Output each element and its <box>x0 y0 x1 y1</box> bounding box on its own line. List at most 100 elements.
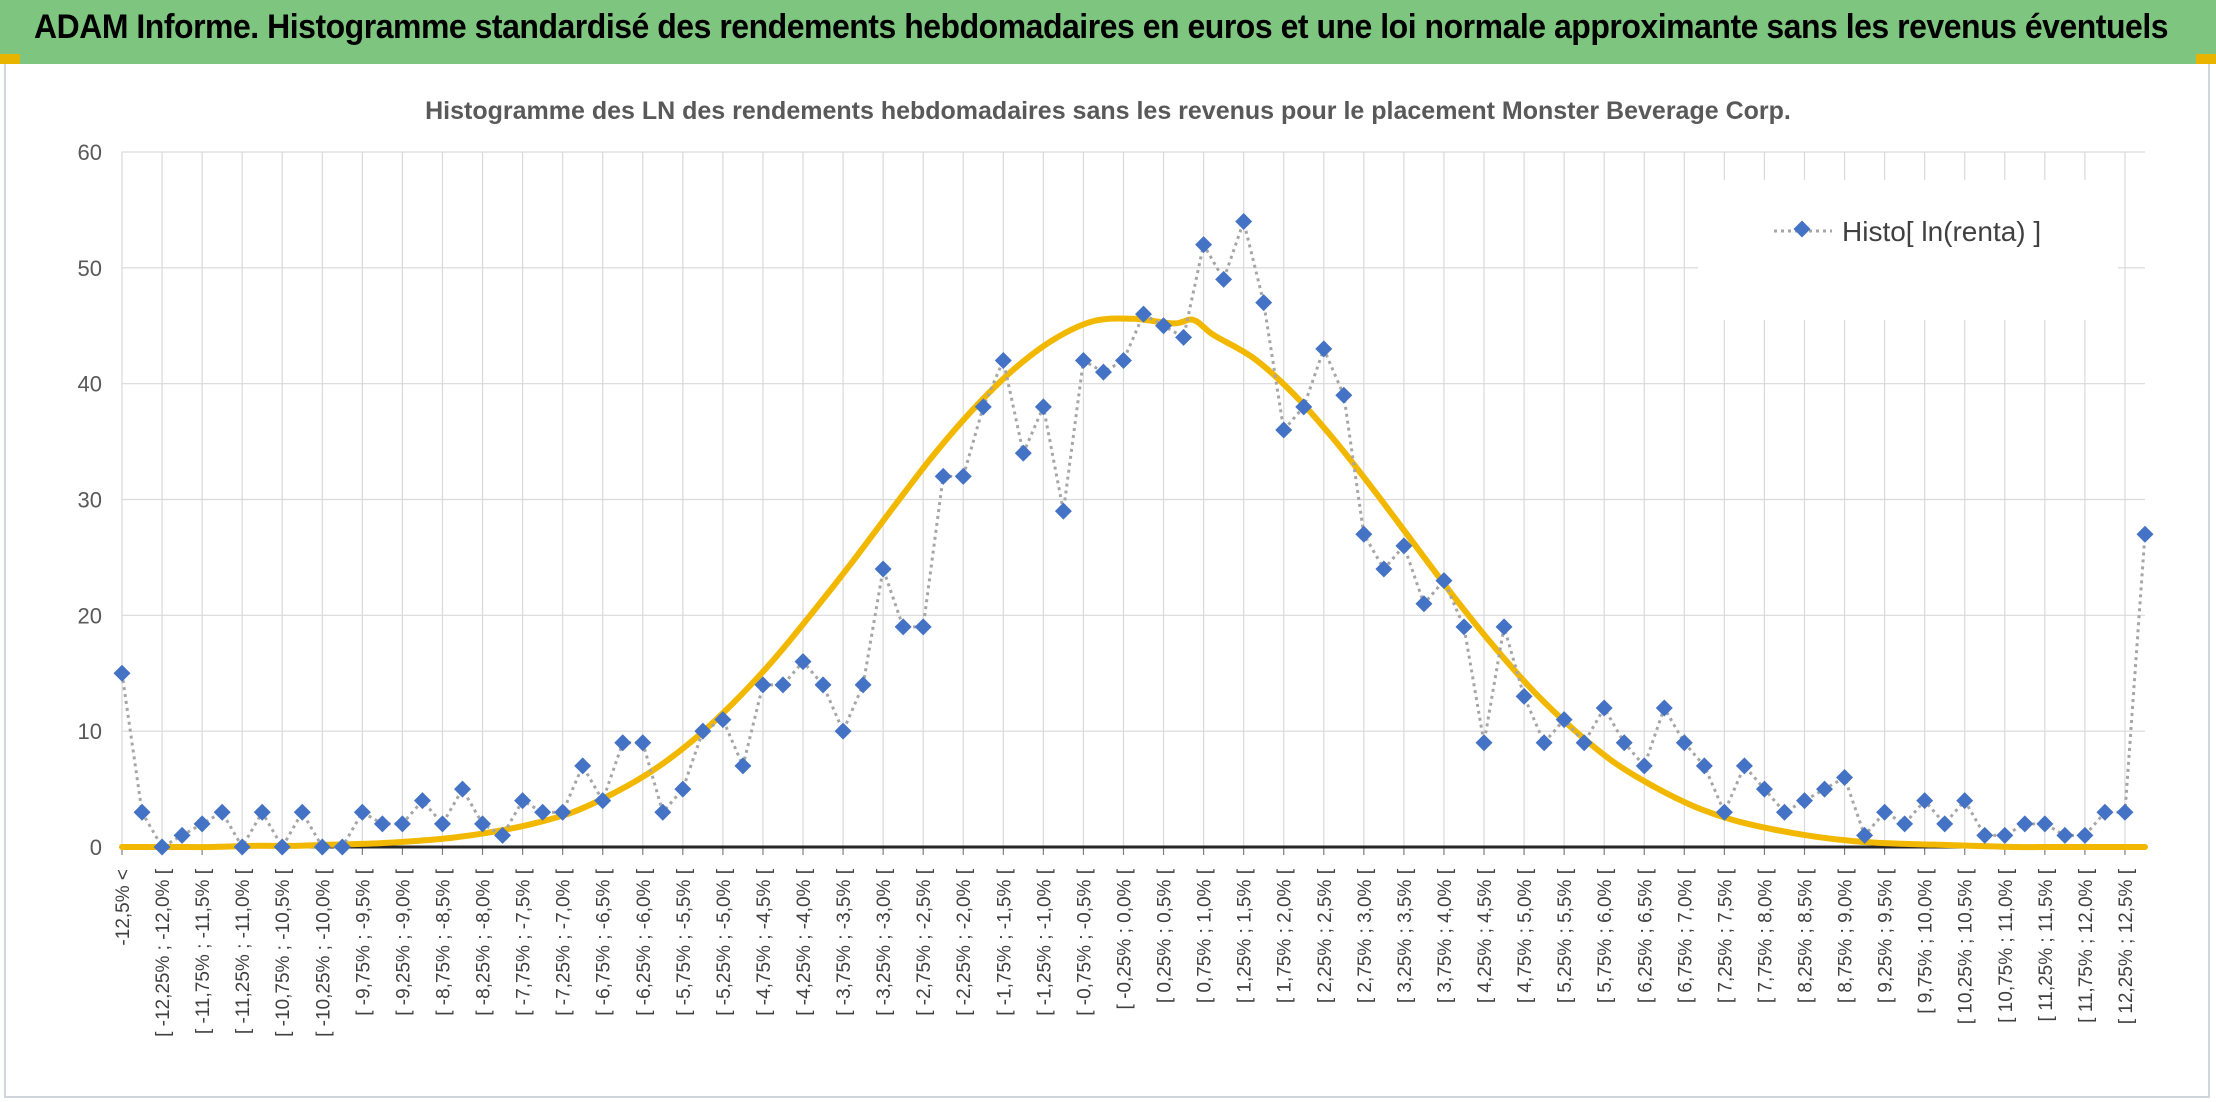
y-tick-label: 0 <box>90 835 102 860</box>
histogram-point <box>1555 711 1573 729</box>
x-category-label: [ 7,25% ; 7,5% [ <box>1715 868 1736 1003</box>
x-category-label: [ -4,75% ; -4,5% [ <box>754 868 775 1016</box>
histogram-point <box>1114 352 1132 369</box>
histogram-point <box>774 676 792 694</box>
histogram-point <box>233 838 251 856</box>
histogram-point <box>614 734 632 752</box>
y-tick-label: 40 <box>78 372 102 397</box>
x-category-label: [ 12,25% ; 12,5% [ <box>2116 868 2137 1024</box>
histogram-point <box>1816 780 1834 798</box>
histogram-point <box>1215 270 1233 288</box>
histogram-point <box>1355 525 1373 543</box>
x-category-label: [ 2,25% ; 2,5% [ <box>1315 868 1336 1003</box>
histogram-point <box>1195 236 1213 254</box>
histogram-point <box>994 352 1012 369</box>
legend: Histo[ ln(renta) ] <box>1698 180 2118 320</box>
histogram-point <box>293 803 311 821</box>
histogram-point <box>594 792 612 810</box>
x-category-label: [ 1,25% ; 1,5% [ <box>1235 868 1256 1003</box>
histogram-point <box>1475 734 1493 752</box>
histogram-point <box>574 757 592 775</box>
histogram-point <box>514 792 532 810</box>
histogram-point <box>1715 803 1733 821</box>
normal-curve-series <box>119 315 2148 851</box>
histogram-point <box>854 676 872 694</box>
histogram-point <box>794 653 812 671</box>
histogram-point <box>273 838 291 856</box>
x-category-label: [ 9,25% ; 9,5% [ <box>1876 868 1897 1003</box>
x-category-label: [ -2,75% ; -2,5% [ <box>914 868 935 1016</box>
histogram-point <box>1495 618 1513 636</box>
histogram-point <box>1595 699 1613 717</box>
histogram-point <box>734 757 752 775</box>
histogram-point <box>393 815 411 833</box>
histogram-point <box>1876 803 1894 821</box>
histogram-point <box>1435 572 1453 590</box>
histogram-point <box>173 826 191 844</box>
legend-background <box>1698 180 2118 320</box>
histogram-point <box>954 467 972 485</box>
histogram-point <box>2076 826 2094 844</box>
x-category-label: [ -0,25% ; 0,0% [ <box>1114 868 1135 1009</box>
x-category-label: [ -3,25% ; -3,0% [ <box>874 868 895 1016</box>
histogram-point <box>1775 803 1793 821</box>
x-category-label: [ -5,25% ; -5,0% [ <box>714 868 735 1016</box>
histogram-point <box>554 803 572 821</box>
x-category-label: [ -9,75% ; -9,5% [ <box>353 868 374 1016</box>
histogram-point <box>1014 444 1032 462</box>
histogram-point <box>213 803 231 821</box>
histogram-point <box>1796 792 1813 810</box>
histogram-point <box>1034 398 1052 416</box>
x-category-label: [ 0,25% ; 0,5% [ <box>1155 868 1176 1003</box>
x-category-label: [ -3,75% ; -3,5% [ <box>834 868 855 1016</box>
y-tick-label: 20 <box>78 603 102 628</box>
histogram-point <box>1375 560 1393 578</box>
histogram-point <box>413 792 431 810</box>
histogram-point <box>333 838 351 856</box>
y-axis: 0 10 20 30 40 50 60 <box>78 140 102 860</box>
x-category-label: [ -7,75% ; -7,5% [ <box>514 868 535 1016</box>
x-category-label: [ 6,25% ; 6,5% [ <box>1635 868 1656 1003</box>
x-category-label: [ 6,75% ; 7,0% [ <box>1675 868 1696 1003</box>
histogram-point <box>1335 386 1353 404</box>
histogram-point <box>1755 780 1773 798</box>
banner-accent-left <box>0 54 20 64</box>
histogram-point <box>153 838 171 856</box>
x-category-label: [ -7,25% ; -7,0% [ <box>554 868 575 1016</box>
histogram-point <box>133 803 151 821</box>
x-category-label: [ 10,25% ; 10,5% [ <box>1956 868 1977 1024</box>
x-category-label: [ 3,25% ; 3,5% [ <box>1395 868 1416 1003</box>
histogram-point <box>1635 757 1653 775</box>
histogram-point <box>714 711 732 729</box>
histogram-point <box>1936 815 1954 833</box>
histogram-point <box>2036 815 2054 833</box>
histogram-point <box>353 803 371 821</box>
report-title: ADAM Informe. Histogramme standardisé de… <box>34 8 2169 46</box>
histogram-point <box>834 722 852 740</box>
histogram-point <box>253 803 271 821</box>
x-category-label: [ 7,75% ; 8,0% [ <box>1755 868 1776 1003</box>
x-category-label: [ -1,25% ; -1,0% [ <box>1034 868 1055 1016</box>
histogram-point <box>2096 803 2114 821</box>
histogram-point <box>534 803 552 821</box>
header-banner: ADAM Informe. Histogramme standardisé de… <box>0 0 2216 64</box>
histogram-point <box>313 838 331 856</box>
histogram-point <box>914 618 932 636</box>
x-category-label: [ 8,25% ; 8,5% [ <box>1795 868 1816 1003</box>
y-tick-label: 50 <box>78 256 102 281</box>
histogram-point <box>1315 340 1333 358</box>
histogram-point <box>1976 826 1994 844</box>
x-category-label: [ 4,75% ; 5,0% [ <box>1515 868 1536 1003</box>
x-category-label: [ -4,25% ; -4,0% [ <box>794 868 815 1016</box>
histogram-point <box>1956 792 1974 810</box>
histogram-point <box>2116 803 2134 821</box>
x-category-label: [ 1,75% ; 2,0% [ <box>1275 868 1296 1003</box>
histogram-point <box>113 664 131 682</box>
x-category-label: [ 11,25% ; 11,5% [ <box>2036 868 2057 1021</box>
histogram-point <box>1094 363 1112 381</box>
histogram-point <box>814 676 832 694</box>
x-category-label: [ -9,25% ; -9,0% [ <box>393 868 414 1016</box>
x-category-label: [ 3,75% ; 4,0% [ <box>1435 868 1456 1003</box>
histogram-point <box>494 826 512 844</box>
banner-accent-right <box>2196 54 2216 64</box>
